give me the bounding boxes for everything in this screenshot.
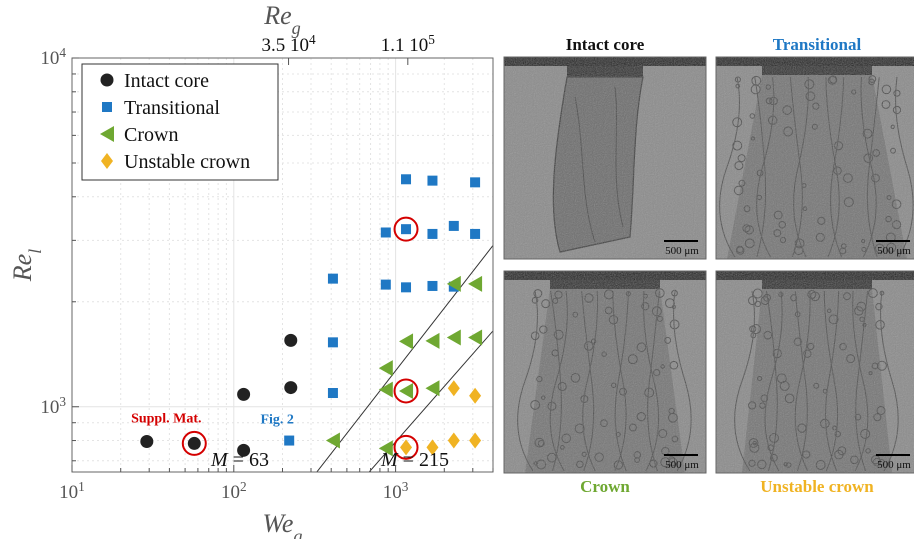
transitional-point	[401, 174, 412, 185]
scaling-line	[368, 330, 493, 472]
scale-bar-label: 500 μm	[877, 245, 911, 257]
y-tick-label: 104	[40, 45, 66, 70]
top-tick-label: 1.1 105	[381, 32, 436, 57]
legend-box	[81, 63, 279, 181]
transitional-point	[327, 388, 338, 399]
crown-point	[425, 380, 440, 397]
intact-core-point	[284, 381, 298, 395]
annotation-suppl-mat: Suppl. Mat.	[131, 412, 201, 427]
top-axis-title: Reg	[263, 1, 301, 38]
unstable-crown-point	[469, 387, 482, 404]
scale-bar-label: 500 μm	[665, 245, 699, 257]
highlight-ring	[393, 434, 419, 460]
transitional-point	[327, 273, 338, 284]
photo-title-unstable-crown: Unstable crown	[760, 477, 874, 496]
transitional-point	[401, 224, 412, 235]
crown-point	[425, 332, 440, 349]
legend-transitional: Transitional	[124, 97, 220, 119]
unstable-crown-point	[447, 380, 460, 397]
transitional-point	[380, 279, 391, 290]
transitional-point	[427, 228, 438, 239]
unstable-crown-point	[469, 432, 482, 449]
legend-marker	[100, 126, 114, 142]
photo-unstable-crown: 500 μm	[715, 270, 914, 474]
x-tick-label: 103	[383, 479, 409, 504]
photo-title-transitional: Transitional	[773, 35, 862, 54]
transitional-point	[470, 228, 481, 239]
y-tick-label: 103	[40, 393, 66, 418]
crown-point	[378, 440, 393, 457]
scale-bar-label: 500 μm	[665, 459, 699, 471]
transitional-point	[327, 337, 338, 348]
crown-point	[378, 381, 393, 398]
unstable-crown-point	[447, 432, 460, 449]
transitional-point	[448, 220, 459, 231]
crown-point	[399, 333, 414, 350]
photo-title-intact-core: Intact core	[566, 35, 645, 54]
transitional-point	[470, 177, 481, 188]
crown-point	[446, 329, 461, 346]
legend-intact-core: Intact core	[124, 70, 209, 92]
intact-core-point	[140, 435, 154, 449]
photo-intact-core: 500 μm	[503, 56, 707, 260]
crown-point	[468, 275, 483, 292]
y-axis-title: Rel	[8, 249, 45, 282]
line-label-m63: M = 63	[210, 449, 269, 471]
transitional-point	[284, 435, 295, 446]
crown-point	[399, 382, 414, 399]
crown-point	[378, 360, 393, 377]
highlight-ring	[181, 430, 207, 456]
top-tick-label: 3.5 104	[261, 32, 316, 57]
x-tick-label: 101	[59, 479, 85, 504]
intact-core-point	[187, 436, 201, 450]
unstable-crown-point	[400, 439, 413, 456]
x-tick-label: 102	[221, 479, 247, 504]
unstable-crown-point	[426, 439, 439, 456]
transitional-point	[427, 280, 438, 291]
photo-crown: 500 μm	[503, 270, 707, 474]
crown-point	[446, 275, 461, 292]
legend-unstable-crown: Unstable crown	[124, 151, 250, 173]
x-axis-title: Weg	[263, 509, 303, 539]
intact-core-point	[237, 387, 251, 401]
legend-marker	[101, 153, 113, 169]
crown-point	[468, 329, 483, 346]
legend-marker	[102, 102, 112, 112]
photo-title-crown: Crown	[580, 477, 630, 496]
photo-transitional: 500 μm	[715, 56, 914, 260]
transitional-point	[427, 175, 438, 186]
legend-crown: Crown	[124, 124, 178, 146]
intact-core-point	[237, 443, 251, 457]
highlight-ring	[393, 216, 419, 242]
scale-bar-label: 500 μm	[877, 459, 911, 471]
highlight-ring	[393, 378, 419, 404]
legend-marker	[100, 73, 114, 87]
crown-point	[325, 432, 340, 449]
line-label-m215: M = 215	[380, 449, 449, 471]
transitional-point	[401, 282, 412, 293]
annotation-fig-2: Fig. 2	[260, 413, 293, 428]
transitional-point	[380, 227, 391, 238]
intact-core-point	[284, 333, 298, 347]
